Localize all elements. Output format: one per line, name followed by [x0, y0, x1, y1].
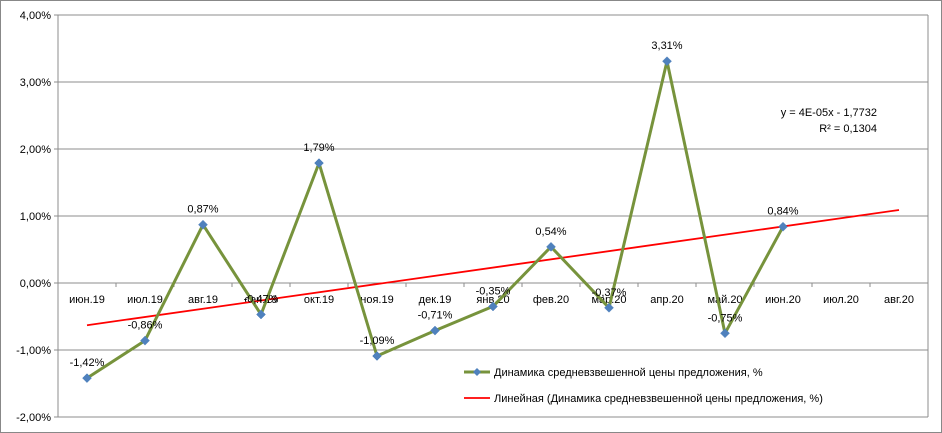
data-point-marker: [720, 328, 730, 339]
data-label: 0,84%: [767, 206, 798, 218]
data-point-marker: [604, 302, 614, 313]
series-layer: [82, 56, 788, 383]
data-point-marker: [778, 221, 788, 232]
x-tick-label: фев.20: [533, 294, 569, 306]
data-label: -0,37%: [592, 287, 627, 299]
x-tick-label: май.20: [707, 294, 742, 306]
x-tick-label: июл.19: [127, 294, 163, 306]
y-tick-label: 4,00%: [20, 10, 51, 22]
x-tick-label: авг.19: [188, 294, 218, 306]
y-tick-label: 0,00%: [20, 278, 51, 290]
data-label: -1,42%: [70, 357, 105, 369]
x-tick-label: июн.20: [765, 294, 801, 306]
y-tick-label: 2,00%: [20, 144, 51, 156]
trendline-layer: [86, 209, 900, 327]
data-point-marker: [256, 309, 266, 320]
trendline-equation: y = 4E-05x - 1,7732 R² = 0,1304: [781, 107, 877, 135]
data-point-marker: [662, 56, 672, 67]
x-tick-label: ноя.19: [360, 294, 393, 306]
x-tick-label: авг.20: [884, 294, 914, 306]
x-tick-label: окт.19: [304, 294, 334, 306]
data-point-marker: [546, 241, 556, 252]
x-tick-label: июл.20: [823, 294, 859, 306]
data-point-marker: [140, 335, 150, 346]
equation-line: y = 4E-05x - 1,7732: [781, 107, 877, 119]
x-tick-label: дек.19: [419, 294, 452, 306]
y-tick-label: 3,00%: [20, 77, 51, 89]
data-point-marker: [372, 351, 382, 361]
legend-marker-series: [473, 368, 481, 376]
data-point-marker: [430, 325, 440, 336]
data-label: 3,31%: [651, 40, 682, 52]
x-tick-label: апр.20: [650, 294, 683, 306]
axes: 4,00% 3,00% 2,00% 1,00% 0,00% -1,00% -2,00% июн…: [16, 10, 929, 424]
legend-label-trend: Линейная (Динамика средневзвешенной цены…: [494, 393, 823, 405]
y-tick-label: 1,00%: [20, 211, 51, 223]
data-label: -0,47%: [244, 293, 279, 305]
data-point-marker: [314, 158, 324, 168]
y-tick-label: -2,00%: [16, 412, 51, 424]
data-label: -1,09%: [360, 335, 395, 347]
data-label: 0,87%: [187, 204, 218, 216]
data-point-marker: [488, 301, 498, 312]
data-label: -0,71%: [418, 310, 453, 322]
x-tick-label: июн.19: [69, 294, 105, 306]
y-tick-label: -1,00%: [16, 345, 51, 357]
data-label: 0,54%: [535, 226, 566, 238]
data-label: -0,35%: [476, 285, 511, 297]
data-label: 1,79%: [303, 142, 334, 154]
legend: Динамика средневзвешенной цены предложен…: [464, 367, 823, 405]
trendline: [86, 209, 900, 327]
r-squared-line: R² = 0,1304: [819, 123, 877, 135]
data-point-marker: [82, 373, 92, 383]
data-point-marker: [198, 219, 208, 230]
data-label: -0,75%: [708, 312, 743, 324]
legend-label-series: Динамика средневзвешенной цены предложен…: [494, 367, 763, 379]
data-label: -0,86%: [128, 320, 163, 332]
labels-layer: -1,42% -0,86% 0,87% -0,47% 1,79% -1,09% -0,71%…: [70, 40, 799, 369]
